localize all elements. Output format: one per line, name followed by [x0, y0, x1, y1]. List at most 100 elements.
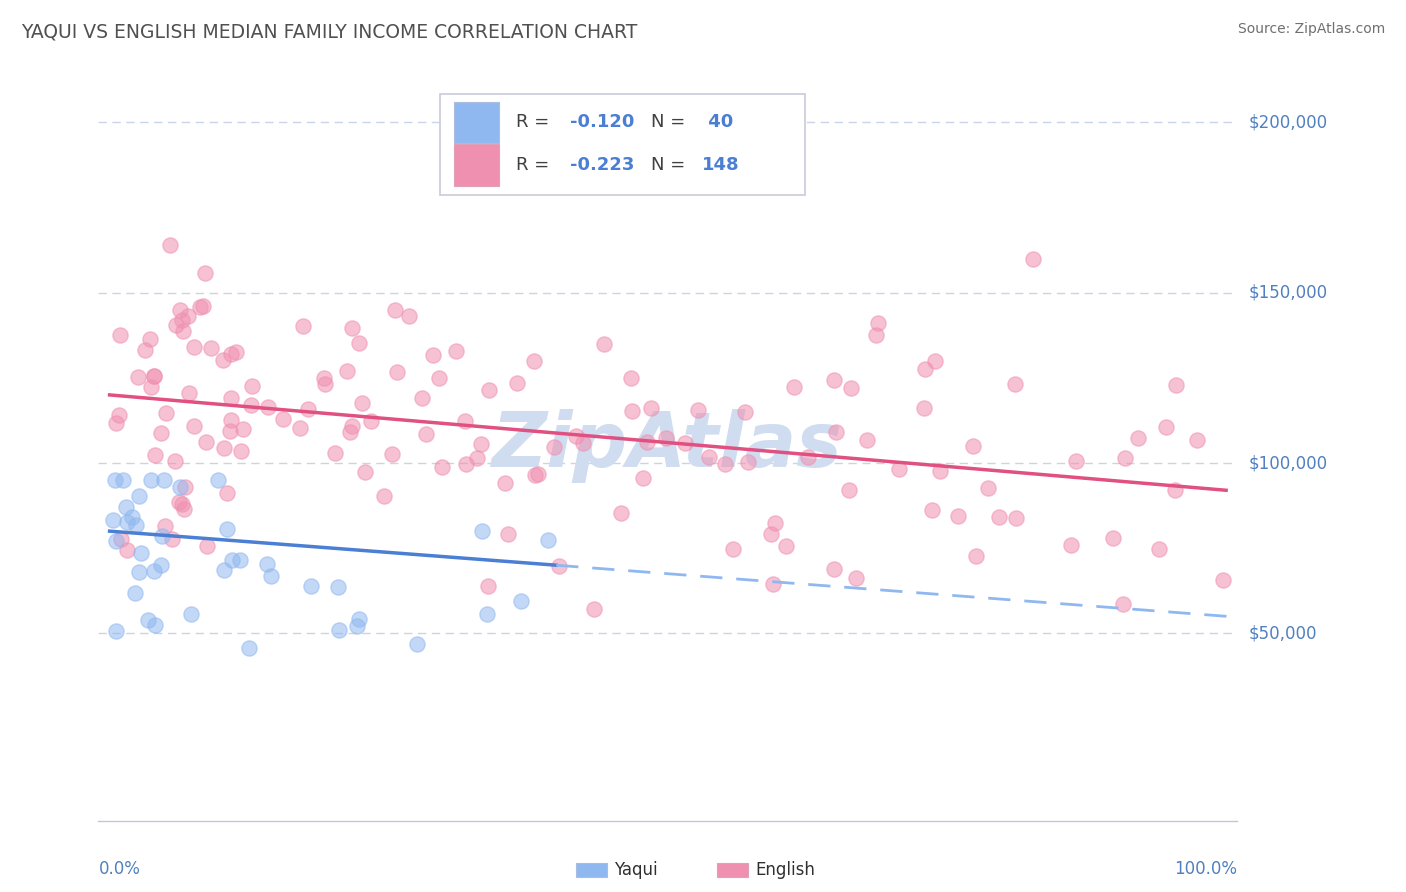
Point [823, 373, 845, 387]
Point [976, 481, 998, 495]
Point [1212, 573, 1234, 587]
Text: N =: N = [651, 113, 690, 131]
Point [415, 427, 437, 442]
Point [825, 425, 848, 440]
Point [697, 450, 720, 465]
Text: R =: R = [516, 113, 555, 131]
Point [387, 365, 409, 379]
Text: $50,000: $50,000 [1249, 624, 1317, 642]
Text: ZipAtlas: ZipAtlas [492, 409, 844, 483]
Text: $100,000: $100,000 [1249, 454, 1327, 472]
Point [314, 376, 336, 391]
Point [360, 414, 382, 428]
FancyBboxPatch shape [454, 102, 499, 143]
Point [150, 529, 173, 543]
Point [1164, 378, 1187, 392]
Point [583, 602, 606, 616]
Point [346, 619, 368, 633]
Point [215, 522, 238, 536]
Point [231, 443, 253, 458]
Point [325, 446, 347, 460]
Point [823, 562, 845, 576]
Text: R =: R = [516, 156, 555, 174]
Point [260, 568, 283, 582]
Text: Yaqui: Yaqui [614, 861, 658, 879]
Point [170, 313, 193, 327]
Point [179, 386, 201, 401]
Point [172, 324, 194, 338]
Point [965, 549, 987, 563]
Point [229, 553, 252, 567]
Point [721, 541, 744, 556]
Point [783, 380, 806, 394]
Point [173, 479, 195, 493]
Point [797, 450, 820, 464]
Point [734, 405, 756, 419]
Point [470, 437, 492, 451]
Point [510, 594, 533, 608]
Point [844, 571, 866, 585]
Point [110, 532, 132, 546]
Point [640, 401, 662, 416]
Text: 40: 40 [702, 113, 734, 131]
Text: English: English [755, 861, 815, 879]
Point [1128, 431, 1150, 445]
Point [127, 370, 149, 384]
Point [775, 540, 797, 554]
Point [128, 566, 150, 580]
Point [737, 455, 759, 469]
Point [686, 402, 709, 417]
Point [173, 502, 195, 516]
Point [762, 577, 785, 591]
Point [621, 404, 644, 418]
Point [155, 406, 177, 420]
FancyBboxPatch shape [440, 94, 804, 195]
Point [478, 383, 501, 397]
Point [117, 515, 139, 529]
Point [271, 412, 294, 426]
Point [524, 468, 547, 483]
Text: -0.120: -0.120 [569, 113, 634, 131]
Point [946, 509, 969, 524]
Point [373, 489, 395, 503]
Point [165, 318, 187, 332]
Point [427, 371, 450, 385]
Point [232, 422, 254, 436]
Point [128, 489, 150, 503]
Point [197, 539, 219, 553]
Point [299, 579, 322, 593]
Point [1102, 531, 1125, 545]
Point [169, 480, 191, 494]
Point [194, 266, 217, 280]
Point [143, 618, 166, 632]
Point [988, 510, 1011, 524]
Point [172, 497, 194, 511]
Point [194, 435, 217, 450]
Point [381, 447, 404, 461]
Point [494, 475, 516, 490]
Point [572, 436, 595, 450]
Point [139, 473, 162, 487]
Point [288, 420, 311, 434]
Text: N =: N = [651, 156, 690, 174]
Point [1154, 420, 1177, 434]
Text: YAQUI VS ENGLISH MEDIAN FAMILY INCOME CORRELATION CHART: YAQUI VS ENGLISH MEDIAN FAMILY INCOME CO… [21, 22, 637, 41]
Text: $200,000: $200,000 [1249, 113, 1327, 131]
Point [865, 327, 887, 342]
Point [962, 439, 984, 453]
Point [149, 558, 172, 573]
Point [759, 527, 782, 541]
Point [444, 344, 467, 359]
Point [496, 527, 519, 541]
Point [593, 337, 616, 351]
Point [527, 467, 550, 482]
Point [839, 381, 862, 395]
Point [207, 473, 229, 487]
Point [465, 451, 488, 466]
Point [219, 413, 242, 427]
Point [655, 431, 678, 445]
Point [193, 299, 215, 313]
Point [914, 361, 936, 376]
Point [928, 464, 950, 478]
Point [477, 579, 499, 593]
